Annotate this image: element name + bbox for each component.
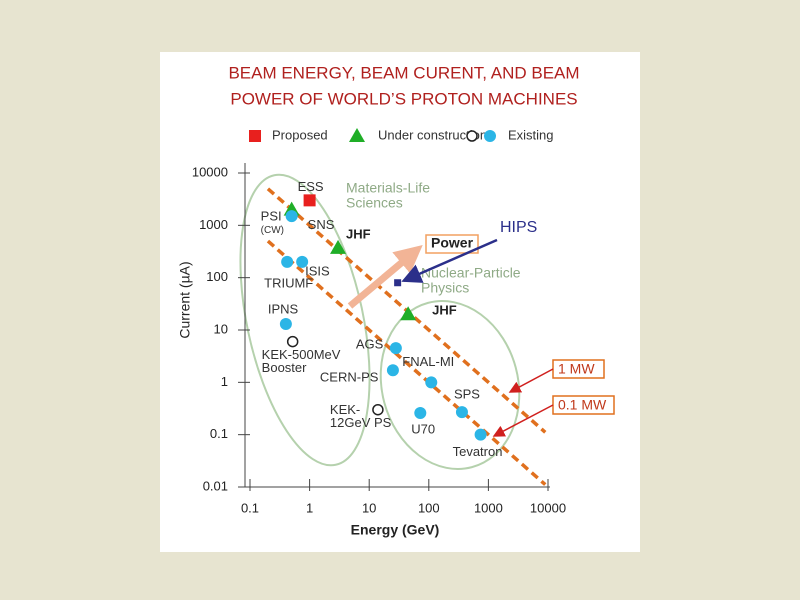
annotation: Physics [421,280,469,296]
point [372,403,384,416]
power-arrow [508,368,554,393]
point-label: SNS [308,217,335,232]
y-tick-label: 1 [221,374,228,389]
x-tick-label: 100 [418,500,440,515]
power-arrow-big [347,245,423,309]
annotation: Power [431,235,474,251]
legend-marker [466,130,478,142]
x-tick-label: 1000 [474,500,503,515]
point-label: 12GeV PS [330,415,392,430]
annotation: Materials-Life [346,180,430,196]
point [425,376,438,389]
legend-marker [349,128,365,142]
point-label: JHF [432,303,457,318]
point-label: SPS [454,387,480,402]
point [286,335,299,348]
point-label: CERN-PS [320,370,379,385]
y-tick-label: 1000 [199,217,228,232]
point [279,318,292,331]
x-tick-label: 0.1 [241,500,259,515]
point [386,364,399,377]
power-label: 0.1 MW [558,397,607,413]
x-tick-label: 1 [306,500,313,515]
panel [160,52,640,552]
annotation: Nuclear-Particle [421,265,521,281]
point-label: KEK- [330,402,360,417]
point-label: PSI [261,209,282,224]
point-label: (CW) [261,225,284,236]
point-label: AGS [356,337,384,352]
point [296,255,309,268]
point-label: JHF [346,226,371,241]
y-tick-label: 10000 [192,164,228,179]
legend-marker [249,130,261,142]
annotation: Sciences [346,195,403,211]
point-label: Booster [262,360,307,375]
point-label: U70 [411,421,435,436]
legend-label: Proposed [272,127,328,142]
point [455,406,468,419]
point-label: KEK-500MeV [262,347,341,362]
highlight-arrow [401,238,498,283]
point [285,210,298,223]
point [414,406,427,419]
highlight-point [394,279,402,287]
title-line: BEAM ENERGY, BEAM CURENT, AND BEAM [228,63,579,82]
x-tick-label: 10 [362,500,376,515]
point [281,255,294,268]
power-label: 1 MW [558,361,595,377]
y-tick-label: 0.1 [210,426,228,441]
point-label: Tevatron [453,444,503,459]
plot: 0.1 1 10 100 1000 10000 0.01 0.1 1 10 100 1000 10000… [177,127,615,538]
y-tick-label: 0.01 [203,478,228,493]
legend-marker [484,130,496,142]
point-label: ESS [298,179,324,194]
y-tick-label: 10 [214,321,228,336]
region-ellipse [239,173,371,467]
x-axis-label: Energy (GeV) [351,522,440,538]
y-tick-label: 100 [206,269,228,284]
point-label: IPNS [268,301,299,316]
point [474,428,487,441]
point-label: ISIS [305,263,330,278]
legend-label: Existing [508,127,554,142]
point-label: TRIUMF [264,275,313,290]
point [400,306,417,321]
point [389,342,402,355]
power-line [266,239,547,486]
power-arrow [492,404,554,437]
highlight-label: HIPS [500,219,537,236]
legend-label: Under construction [378,127,487,142]
region-ellipse [379,300,521,470]
point [303,194,316,207]
y-axis-label: Current (µA) [177,261,193,338]
point [330,239,347,254]
x-tick-label: 10000 [530,500,566,515]
title-line: POWER OF WORLD’S PROTON MACHINES [230,89,577,108]
power-box [425,234,479,254]
point-label: FNAL-MI [402,354,454,369]
